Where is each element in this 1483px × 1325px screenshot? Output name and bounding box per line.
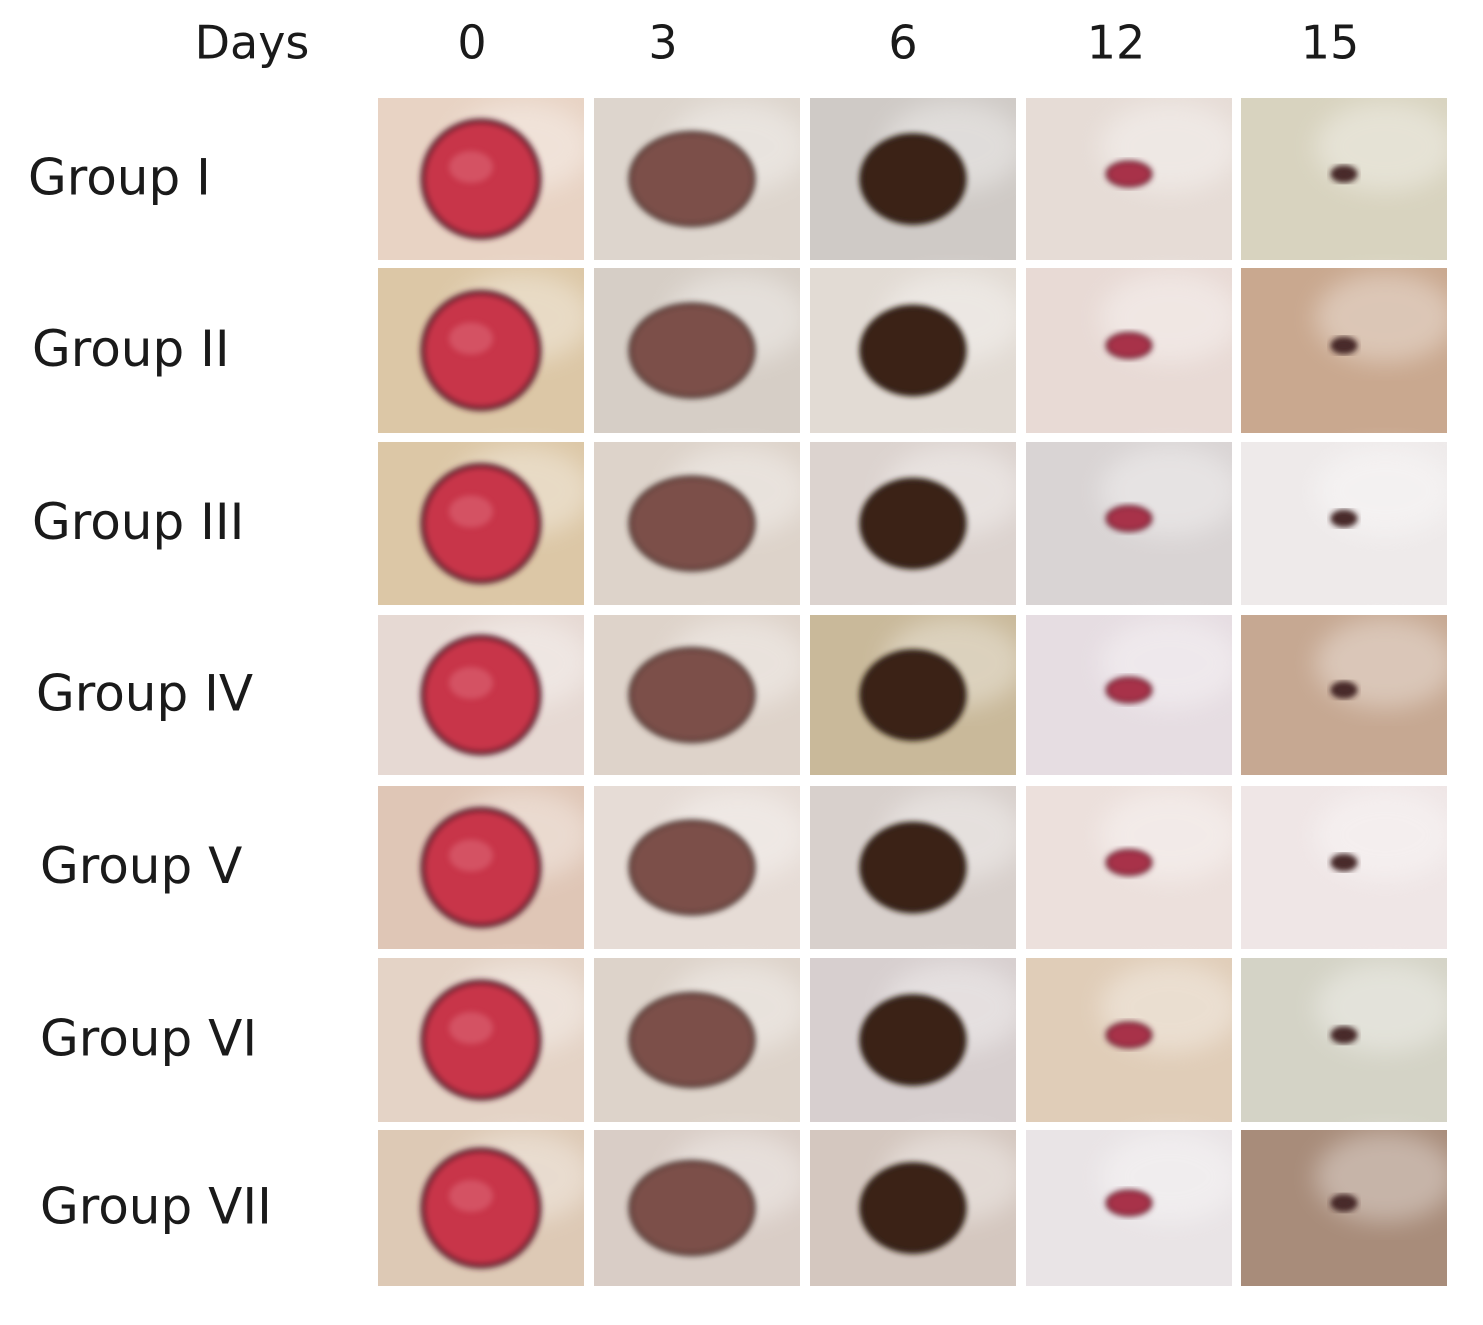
wound-highlight <box>449 495 493 528</box>
wound-photo <box>1026 268 1241 433</box>
wound-photo <box>594 98 809 260</box>
wound <box>1330 681 1358 699</box>
wound-photo <box>810 268 1025 433</box>
days-header: Days <box>195 16 310 70</box>
day-label: 0 <box>457 16 486 70</box>
wound-photo <box>810 442 1025 605</box>
wound <box>1105 160 1153 188</box>
group-label: Group III <box>32 493 244 551</box>
wound <box>859 133 967 225</box>
wound-photo <box>1026 98 1241 260</box>
wound-photo <box>594 786 809 949</box>
day-label: 6 <box>888 16 917 70</box>
wound-highlight <box>449 151 493 183</box>
wound-photo <box>1241 615 1456 775</box>
wound-photo <box>378 786 593 949</box>
wound <box>1105 504 1153 533</box>
wound-photo <box>1241 786 1456 949</box>
wound <box>859 649 967 741</box>
wound-photo <box>378 958 593 1122</box>
wound <box>628 1160 756 1256</box>
day-label: 15 <box>1301 16 1360 70</box>
wound-photo <box>810 958 1025 1122</box>
wound <box>1105 848 1153 877</box>
wound-photo <box>1241 268 1456 433</box>
group-label: Group V <box>40 837 242 895</box>
wound <box>859 1162 967 1254</box>
wound-photo <box>378 1130 593 1286</box>
group-label: Group II <box>32 320 230 378</box>
wound <box>859 994 967 1086</box>
wound <box>859 477 967 570</box>
day-label: 12 <box>1087 16 1146 70</box>
wound-photo <box>1241 1130 1456 1286</box>
wound-photo <box>810 1130 1025 1286</box>
day-label: 3 <box>648 16 677 70</box>
wound-highlight <box>449 667 493 699</box>
wound-photo <box>1026 958 1241 1122</box>
wound-highlight <box>449 1012 493 1044</box>
wound-photo <box>1026 1130 1241 1286</box>
wound <box>1330 853 1358 872</box>
wound-photo <box>810 786 1025 949</box>
wound <box>1330 1026 1358 1044</box>
wound-photo <box>1026 442 1241 605</box>
wound-photo <box>378 98 593 260</box>
wound <box>859 304 967 397</box>
wound <box>628 992 756 1088</box>
wound <box>1105 1021 1153 1049</box>
wound <box>1330 165 1358 183</box>
wound-photo <box>1026 786 1241 949</box>
wound-photo <box>1241 98 1456 260</box>
wound-photo <box>378 615 593 775</box>
wound-highlight <box>449 839 493 872</box>
group-label: Group I <box>28 149 211 207</box>
wound-photo <box>378 268 593 433</box>
group-label: Group IV <box>36 665 253 723</box>
group-label: Group VII <box>40 1178 272 1236</box>
wound-photo <box>1241 958 1456 1122</box>
wound-highlight <box>449 1180 493 1212</box>
wound-photo <box>594 958 809 1122</box>
wound <box>628 647 756 743</box>
wound <box>1105 676 1153 704</box>
wound-photo <box>594 442 809 605</box>
wound-photo <box>594 268 809 433</box>
wound-highlight <box>449 322 493 355</box>
wound-photo <box>1026 615 1241 775</box>
wound <box>628 475 756 572</box>
wound-photo <box>1241 442 1456 605</box>
wound <box>1330 1194 1358 1212</box>
wound-photo <box>594 615 809 775</box>
wound <box>1105 331 1153 360</box>
wound <box>628 819 756 916</box>
wound-photo <box>594 1130 809 1286</box>
group-label: Group VI <box>40 1010 257 1068</box>
wound <box>628 302 756 399</box>
wound <box>1330 509 1358 528</box>
wound-photo <box>378 442 593 605</box>
wound-photo <box>810 98 1025 260</box>
wound <box>1105 1189 1153 1217</box>
wound <box>628 131 756 227</box>
wound <box>859 821 967 914</box>
wound-photo <box>810 615 1025 775</box>
wound <box>1330 336 1358 355</box>
